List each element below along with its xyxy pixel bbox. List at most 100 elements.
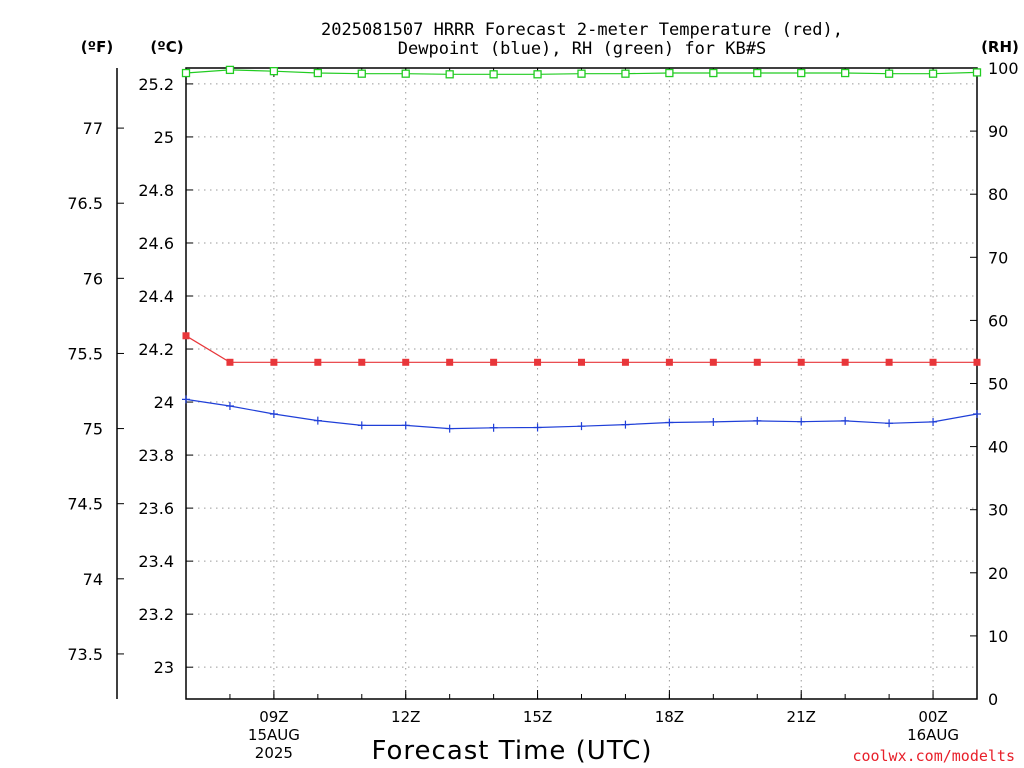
dewpoint-point	[489, 423, 498, 432]
celsius-tick-label: 25.2	[138, 75, 174, 94]
rh-tick-label: 100	[988, 59, 1019, 78]
celsius-tick-label: 24	[154, 393, 174, 412]
temperature-point	[182, 332, 190, 340]
dewpoint-point	[533, 423, 542, 432]
rh-point	[401, 69, 410, 78]
x-tick-label: 09Z	[259, 708, 288, 726]
temperature-point	[314, 358, 322, 366]
temperature-point	[270, 358, 278, 366]
rh-tick-label: 30	[988, 501, 1008, 520]
rh-point	[357, 69, 366, 78]
temperature-point	[709, 358, 717, 366]
rh-point	[489, 70, 498, 79]
dewpoint-point	[357, 421, 366, 430]
fahrenheit-tick-label: 74.5	[67, 495, 103, 514]
fahrenheit-tick-label: 76.5	[67, 194, 103, 213]
dewpoint-point	[269, 409, 278, 418]
rh-point	[445, 70, 454, 79]
rh-point	[709, 68, 718, 78]
celsius-tick-label: 24.6	[138, 234, 174, 253]
dewpoint-point	[313, 416, 322, 425]
fahrenheit-tick-label: 73.5	[67, 645, 103, 664]
fahrenheit-tick-label: 74	[83, 570, 103, 589]
grid	[186, 68, 977, 699]
rh-tick-label: 0	[988, 690, 998, 709]
celsius-tick-label: 23.4	[138, 552, 174, 571]
celsius-tick-label: 24.4	[138, 287, 174, 306]
dewpoint-point	[885, 419, 894, 428]
dewpoint-point	[401, 421, 410, 430]
rh-tick-label: 70	[988, 248, 1008, 267]
dewpoint-point	[577, 422, 586, 431]
celsius-tick-label: 23	[154, 658, 174, 677]
celsius-tick-label: 25	[154, 128, 174, 147]
rh-tick-label: 90	[988, 122, 1008, 141]
temperature-point	[797, 358, 805, 366]
fahrenheit-tick-label: 77	[83, 119, 103, 138]
rh-tick-label: 60	[988, 311, 1008, 330]
rh-point	[753, 68, 762, 78]
celsius-tick-label: 23.6	[138, 499, 174, 518]
x-axis-label: Forecast Time (UTC)	[371, 736, 652, 766]
rh-point	[577, 69, 586, 78]
rh-point	[797, 68, 806, 78]
rh-point	[665, 68, 674, 78]
dewpoint-point	[621, 420, 630, 429]
temperature-point	[578, 358, 585, 366]
series-layer	[181, 65, 982, 433]
rh-point	[841, 68, 850, 78]
temperature-point	[753, 358, 761, 366]
dewpoint-point	[929, 417, 938, 426]
celsius-tick-label: 23.8	[138, 446, 174, 465]
rh-tick-label: 10	[988, 627, 1008, 646]
rh-tick-label: 80	[988, 185, 1008, 204]
dewpoint-point	[797, 417, 806, 426]
rh-point	[269, 67, 279, 76]
rh-point	[972, 68, 982, 77]
temperature-point	[490, 358, 498, 366]
x-tick-label: 2025	[255, 744, 293, 762]
temperature-point	[446, 358, 454, 366]
temperature-point	[665, 358, 673, 366]
temperature-point	[534, 358, 542, 366]
x-tick-label: 15AUG	[248, 726, 300, 744]
rh-point	[621, 69, 630, 78]
temperature-point	[402, 358, 410, 366]
fahrenheit-tick-label: 75.5	[67, 344, 103, 363]
dewpoint-point	[709, 417, 718, 426]
celsius-tick-label: 23.2	[138, 605, 174, 624]
dewpoint-point	[225, 402, 234, 411]
temperature-point	[973, 358, 981, 366]
x-tick-label: 15Z	[523, 708, 552, 726]
x-tick-label: 16AUG	[907, 726, 959, 744]
chart-title-line1: 2025081507 HRRR Forecast 2-meter Tempera…	[321, 20, 843, 40]
temperature-point	[841, 358, 849, 366]
celsius-tick-label: 24.8	[138, 181, 174, 200]
fahrenheit-unit-label: (ºF)	[81, 38, 113, 56]
credit-text: coolwx.com/modelts	[852, 747, 1015, 765]
dewpoint-point	[182, 395, 190, 404]
temperature-point	[885, 358, 893, 366]
rh-point	[313, 68, 322, 78]
fahrenheit-tick-label: 76	[83, 269, 103, 288]
x-tick-label: 21Z	[787, 708, 816, 726]
dewpoint-point	[445, 424, 454, 433]
x-tick-label: 18Z	[655, 708, 684, 726]
plot-frame	[185, 67, 978, 700]
dewpoint-point	[973, 409, 981, 418]
rh-point	[533, 70, 542, 79]
x-tick-label: 12Z	[391, 708, 420, 726]
rh-tick-label: 50	[988, 375, 1008, 394]
dewpoint-point	[665, 418, 674, 427]
rh-tick-label: 40	[988, 438, 1008, 457]
temperature-point	[358, 358, 366, 366]
rh-point	[884, 69, 894, 78]
rh-point	[928, 69, 938, 78]
rh-point	[225, 65, 235, 75]
temperature-point	[929, 358, 937, 366]
rh-unit-label: (RH)	[981, 38, 1019, 56]
celsius-tick-label: 24.2	[138, 340, 174, 359]
dewpoint-point	[841, 416, 850, 425]
